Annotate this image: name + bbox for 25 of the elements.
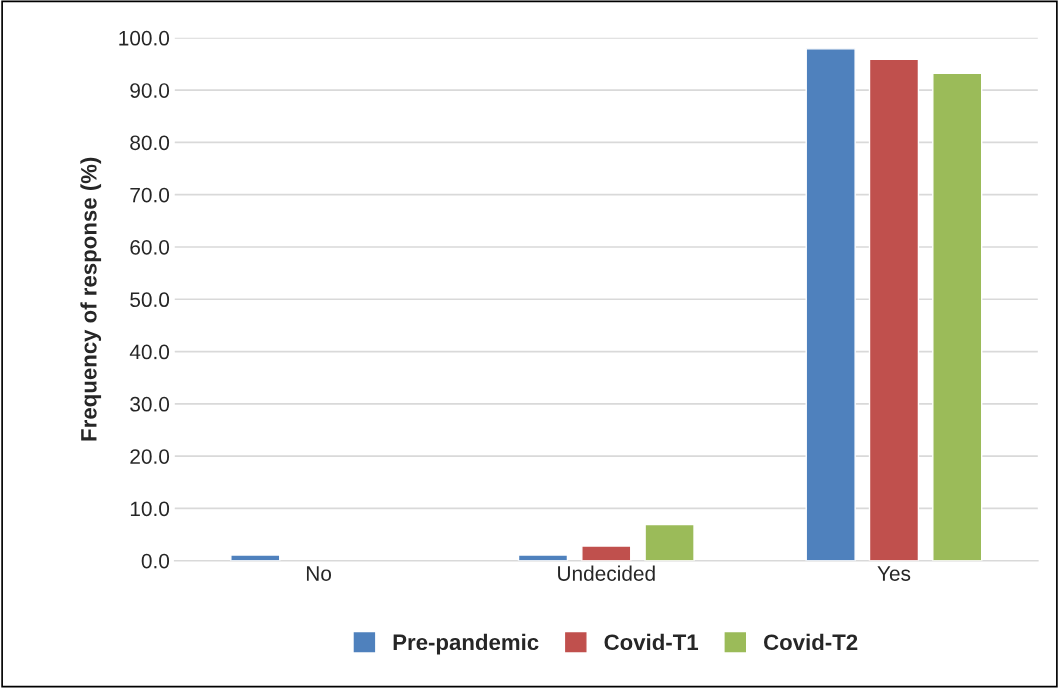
y-tick-label: 20.0 xyxy=(130,449,170,464)
legend-label: Pre-pandemic xyxy=(393,633,539,655)
bar xyxy=(230,554,281,561)
bar xyxy=(932,72,983,561)
y-tick-label: 40.0 xyxy=(129,344,170,360)
y-tick-label: 60.0 xyxy=(130,239,170,255)
x-tick-label: No xyxy=(306,566,332,581)
y-tick-label: 50.0 xyxy=(130,292,170,308)
y-tick-label: 30.0 xyxy=(130,396,170,412)
bar xyxy=(868,58,920,561)
y-tick-label: 0.0 xyxy=(141,553,170,569)
bar xyxy=(517,554,569,561)
x-tick-label: Undecided xyxy=(558,565,655,581)
y-tick-label: 80.0 xyxy=(130,135,170,151)
x-tick-label: Yes xyxy=(877,566,911,581)
legend-label: Covid-T1 xyxy=(604,633,699,651)
y-tick-label: 70.0 xyxy=(130,187,170,203)
bar xyxy=(644,523,695,561)
legend-label: Covid-T2 xyxy=(764,633,858,651)
y-tick-label: 10.0 xyxy=(130,501,170,517)
bar xyxy=(581,545,632,561)
bar xyxy=(805,48,856,561)
y-axis-title: Frequency of response (%) xyxy=(80,157,102,441)
y-tick-label: 90.0 xyxy=(130,83,170,98)
y-tick-label: 100.0 xyxy=(119,30,170,46)
